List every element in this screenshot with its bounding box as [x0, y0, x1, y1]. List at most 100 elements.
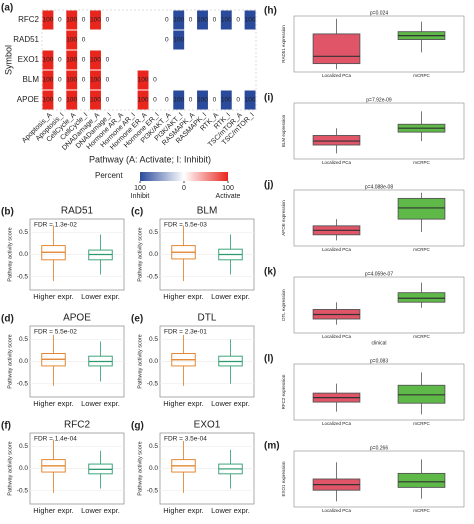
annotation: p=4.059e-07 [365, 271, 393, 277]
x-tick-label: Localized PCa [322, 421, 352, 426]
heatmap-cell [137, 90, 149, 110]
cell-label: 100 [66, 97, 77, 104]
x-tick-label: Higher expr. [33, 506, 73, 515]
x-tick-label: Localized PCa [322, 160, 352, 165]
cell-label: 0 [82, 17, 86, 24]
x-tick-label: Higher expr. [163, 292, 203, 301]
y-axis-title: Pathway activity score [137, 441, 143, 495]
heatmap-cell [66, 10, 78, 30]
y-tick-label: -0.5 [147, 273, 159, 280]
heatmap-cell [90, 70, 101, 90]
cell-label: 0 [106, 57, 110, 64]
heatmap-cell [78, 70, 90, 90]
y-tick-label: 0.5 [19, 229, 28, 236]
x-tick-label: Lower expr. [211, 292, 250, 301]
cell-label: 100 [221, 97, 232, 104]
row-label: RAD51 [13, 35, 39, 44]
heatmap-cell [149, 70, 161, 90]
y-tick-label: -0.5 [17, 380, 29, 387]
y-tick-label: 0.5 [149, 229, 158, 236]
annotation: p=7.92e-09 [366, 97, 392, 103]
cell-label: 0 [165, 17, 169, 24]
x-tick-label: Localized PCa [322, 73, 352, 78]
legend-bar [140, 172, 228, 181]
annotation: FDR = 2.3e-01 [164, 329, 207, 336]
cell-label: 0 [58, 17, 62, 24]
heatmap-cell [220, 90, 232, 110]
heatmap-cell [101, 70, 113, 90]
panel-label: (f) [1, 421, 11, 432]
y-tick-label: -0.5 [17, 273, 29, 280]
cell-label: 100 [43, 97, 54, 104]
heatmap-cell [173, 90, 185, 110]
cell-label: 0 [165, 97, 169, 104]
y-axis-title: BLM expression [281, 114, 286, 147]
annotation: FDR = 1.3e-02 [34, 222, 77, 229]
x-tick-label: Localized PCa [322, 247, 352, 252]
cell-label: 100 [43, 57, 54, 64]
heatmap-cell [90, 10, 101, 30]
heatmap-cell [232, 90, 244, 110]
box [312, 33, 361, 65]
y-tick-label: 0.0 [19, 358, 28, 365]
heatmap-cell [161, 90, 173, 110]
y-tick-label: -0.5 [147, 380, 159, 387]
y-tick-label: 0.0 [149, 358, 158, 365]
legend-tick-label: 100 [222, 185, 234, 192]
note: clinical [371, 340, 386, 346]
panel-label: (l) [264, 354, 273, 365]
box [397, 292, 446, 303]
heatmap-cell [161, 10, 173, 30]
heatmap-cell [90, 90, 101, 110]
heatmap-cell [66, 70, 78, 90]
heatmap-cell [54, 50, 66, 70]
box [397, 472, 446, 488]
heatmap-cell [78, 30, 90, 50]
cell-label: 100 [66, 17, 77, 24]
cell-label: 0 [165, 37, 169, 44]
heatmap-cell [54, 10, 66, 30]
cell-label: 100 [43, 17, 54, 24]
heatmap-cell [42, 10, 54, 30]
heatmap-cell [101, 10, 113, 30]
cell-label: 100 [90, 77, 101, 84]
panel-title: RAD51 [61, 206, 94, 217]
heatmap-cell [208, 10, 220, 30]
panel-title: APOE [63, 313, 91, 324]
y-tick-label: 0.0 [19, 251, 28, 258]
cell-label: 0 [58, 77, 62, 84]
heatmap-cell [101, 50, 113, 70]
y-axis-title: APOE expression [281, 200, 286, 236]
panel-title: EXO1 [194, 420, 221, 431]
heatmap-cell [66, 90, 78, 110]
cell-label: 100 [173, 37, 184, 44]
heatmap-cell [244, 90, 256, 110]
heatmap-cell [78, 50, 90, 70]
box [397, 197, 446, 220]
cell-label: 100 [66, 57, 77, 64]
cell-label: 0 [82, 37, 86, 44]
cell-label: 100 [138, 97, 149, 104]
x-tick-label: mCRPC [413, 73, 430, 78]
x-tick-label: Higher expr. [163, 399, 203, 408]
x-tick-label: mCRPC [413, 421, 430, 426]
cell-label: 100 [66, 77, 77, 84]
box [312, 135, 361, 146]
annotation: p=0.024 [370, 10, 388, 16]
row-label: RFC2 [18, 15, 39, 24]
cell-label: 100 [173, 17, 184, 24]
panel-label: (c) [131, 207, 143, 218]
heatmap-cell [173, 10, 185, 30]
y-axis-title: RAD51 expression [281, 25, 286, 63]
heatmap-cell [42, 70, 54, 90]
cell-label: 0 [82, 97, 86, 104]
y-axis-title: Symbol [3, 45, 13, 75]
cell-label: 100 [66, 37, 77, 44]
cell-label: 100 [221, 17, 232, 24]
annotation: FDR = 5.5e-02 [34, 329, 77, 336]
x-tick-label: mCRPC [413, 334, 430, 339]
panel-label: (m) [264, 441, 280, 452]
y-tick-label: 0.0 [149, 251, 158, 258]
y-tick-label: -0.5 [17, 487, 29, 494]
